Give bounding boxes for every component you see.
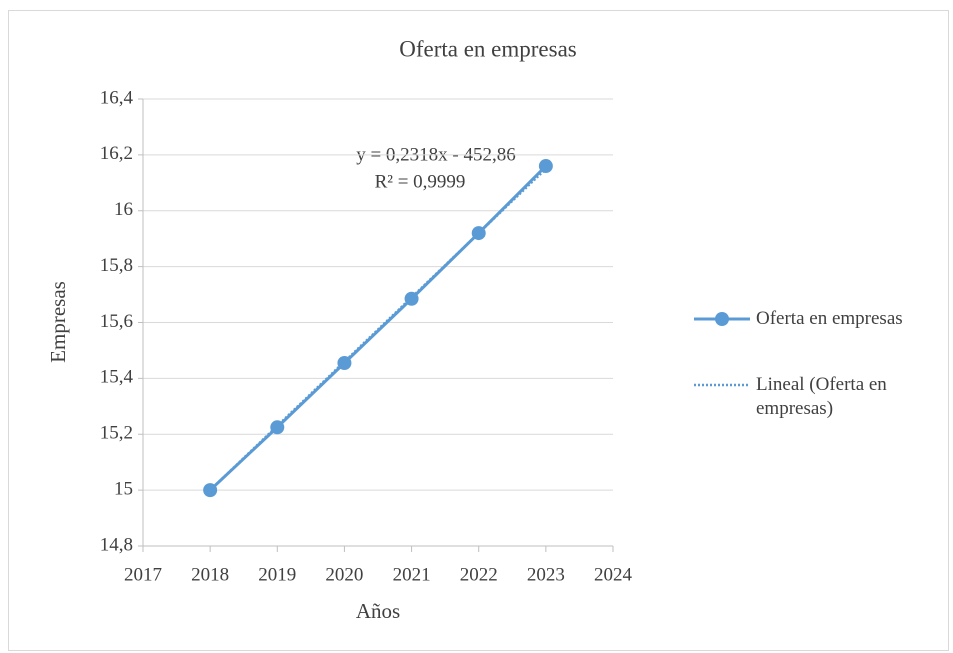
- x-tick-label: 2020: [325, 564, 363, 585]
- x-tick-label: 2024: [594, 564, 633, 585]
- x-axis-label: Años: [356, 599, 400, 623]
- legend-label: Lineal (Oferta en empresas): [756, 374, 887, 419]
- point: [538, 159, 553, 174]
- y-tick-label: 15,2: [100, 423, 133, 444]
- y-tick-label: 16,2: [100, 143, 133, 164]
- x-tick-label: 2021: [393, 564, 431, 585]
- point: [270, 420, 285, 435]
- x-tick-label: 2017: [124, 564, 162, 585]
- y-tick-label: 14,8: [100, 534, 133, 555]
- point: [404, 291, 419, 306]
- y-tick-label: 15,4: [100, 367, 134, 388]
- chart-title: Oferta en empresas: [399, 36, 577, 61]
- trend-r2: R² = 0,9999: [375, 171, 466, 192]
- point: [203, 483, 218, 498]
- y-tick-label: 15,6: [100, 311, 133, 332]
- x-tick-label: 2023: [527, 564, 565, 585]
- y-tick-label: 15,8: [100, 255, 133, 276]
- x-tick-label: 2019: [258, 564, 296, 585]
- chart-border: [8, 10, 949, 651]
- x-tick-label: 2022: [460, 564, 498, 585]
- y-tick-label: 16: [114, 199, 133, 220]
- legend-label: Oferta en empresas: [756, 308, 903, 329]
- point: [471, 226, 486, 241]
- point: [337, 356, 352, 371]
- y-axis-label: Empresas: [46, 281, 70, 363]
- legend-marker: [715, 312, 729, 326]
- series-line: [209, 164, 547, 492]
- y-tick-label: 15: [114, 478, 133, 499]
- x-tick-label: 2018: [191, 564, 229, 585]
- y-tick-label: 16,4: [100, 87, 134, 108]
